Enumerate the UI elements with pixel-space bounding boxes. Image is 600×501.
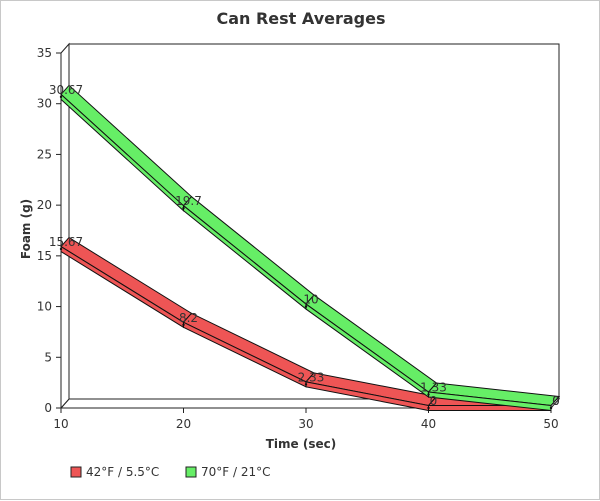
x-tick-label: 20: [176, 417, 191, 431]
y-tick-label: 20: [37, 198, 52, 212]
legend: 42°F / 5.5°C 70°F / 21°C: [70, 465, 271, 479]
x-tick-label: 30: [298, 417, 313, 431]
series-layer: [59, 84, 561, 412]
data-label: 8.2: [179, 311, 198, 325]
x-axis-label: Time (sec): [266, 437, 336, 451]
x-tick-label: 10: [53, 417, 68, 431]
x-tick-label: 40: [421, 417, 436, 431]
data-label: 30.67: [49, 83, 83, 97]
legend-swatch: [185, 466, 197, 478]
data-label: 1.33: [420, 381, 447, 395]
y-axis-label: Foam (g): [19, 199, 33, 259]
data-label: 15.67: [49, 235, 83, 249]
legend-swatch: [70, 466, 82, 478]
plot-left-wall: [60, 42, 70, 410]
legend-entry: 70°F / 21°C: [201, 465, 271, 479]
data-point: [427, 406, 430, 410]
y-tick-label: 5: [44, 350, 52, 364]
plot-area: [59, 42, 561, 410]
data-point: [304, 383, 308, 386]
data-label: 19.7: [175, 194, 202, 208]
data-point: [549, 406, 553, 410]
data-label: 0: [552, 394, 560, 408]
plot-back-wall: [68, 43, 560, 400]
y-axis-ticks: 0 5 10 15 20 25 30 35: [37, 46, 61, 415]
y-tick-label: 30: [37, 97, 52, 111]
data-label: 2.33: [298, 370, 325, 384]
chart-title: Can Rest Averages: [216, 9, 385, 28]
data-point: [304, 305, 308, 308]
y-tick-label: 25: [37, 147, 52, 161]
y-tick-label: 0: [44, 401, 52, 415]
x-tick-label: 50: [543, 417, 558, 431]
y-tick-label: 10: [37, 300, 52, 314]
data-label: 10: [303, 293, 318, 307]
data-point: [427, 393, 430, 396]
data-label: 0: [552, 394, 560, 408]
data-label: 0: [430, 394, 438, 408]
y-tick-label: 15: [37, 249, 52, 263]
x-axis-ticks: 10 20 30 40 50: [53, 408, 559, 431]
data-point: [59, 247, 63, 251]
y-tick-label: 35: [37, 46, 52, 60]
data-point: [59, 95, 63, 99]
legend-entry: 42°F / 5.5°C: [86, 465, 159, 479]
series-2: [59, 84, 561, 412]
data-point: [182, 323, 185, 327]
data-point: [182, 206, 185, 210]
